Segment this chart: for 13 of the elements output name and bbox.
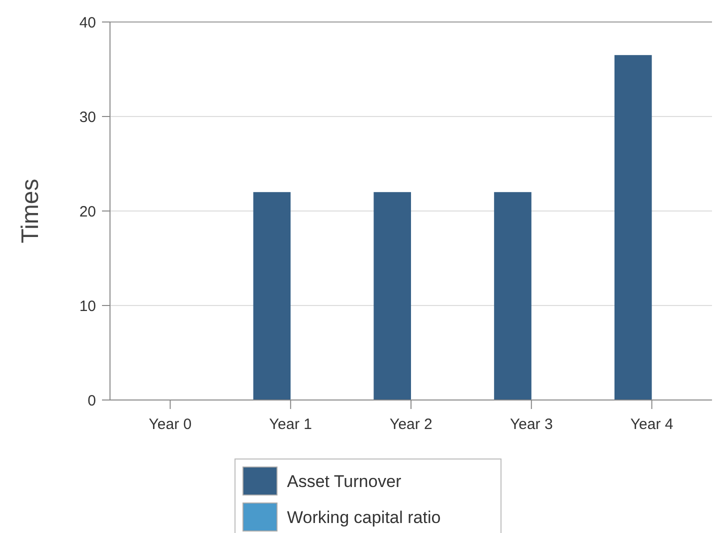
x-tick-label: Year 0	[148, 416, 192, 433]
y-tick-label: 20	[79, 203, 96, 220]
legend-label: Working capital ratio	[287, 508, 441, 527]
x-tick-label: Year 4	[630, 416, 674, 433]
x-tick-label: Year 1	[269, 416, 312, 433]
y-tick-label: 30	[79, 108, 96, 126]
x-tick-label: Year 2	[390, 416, 432, 433]
y-tick-label: 40	[79, 14, 96, 32]
y-tick-label: 0	[88, 392, 96, 410]
x-tick-label: Year 3	[510, 416, 553, 433]
y-axis-title: Times	[17, 178, 44, 244]
legend-label: Asset Turnover	[287, 472, 402, 491]
y-tick-label: 10	[79, 298, 96, 315]
